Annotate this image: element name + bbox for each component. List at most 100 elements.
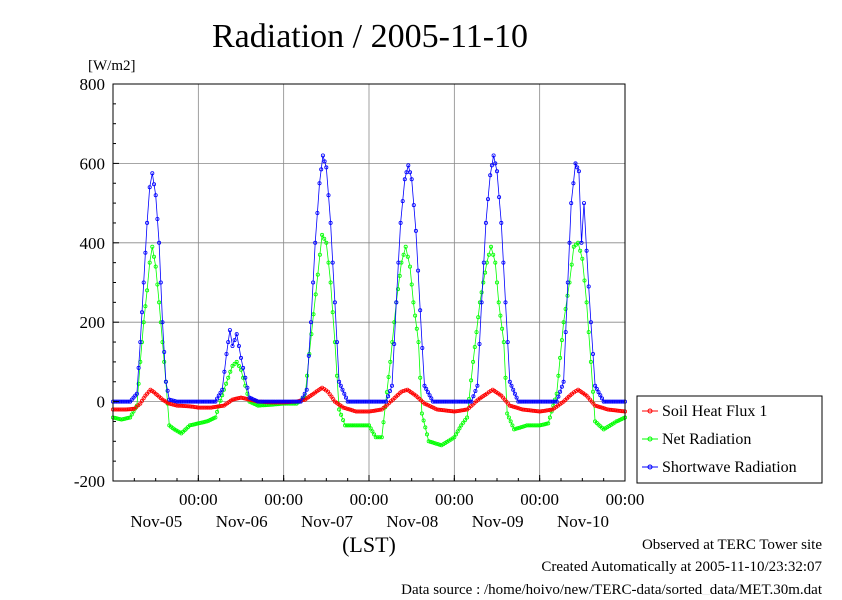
data-point [232,361,237,366]
data-point [317,181,322,186]
data-point [416,340,421,345]
data-point [337,379,342,384]
data-point [594,386,599,391]
data-point [174,399,179,404]
data-point [497,195,502,200]
data-point [486,252,491,257]
data-point [163,379,168,384]
data-point [259,399,264,404]
data-point [245,385,250,390]
data-point [226,340,231,345]
data-point [602,406,607,411]
data-point [419,411,424,416]
data-point [366,423,371,428]
data-point [363,423,368,428]
data-point [257,399,262,404]
legend-label: Net Radiation [662,431,751,448]
data-point [584,300,589,305]
x-tick-date: Nov-07 [301,512,353,531]
data-point [473,388,478,393]
data-point [519,425,524,430]
x-tick-date: Nov-10 [557,512,609,531]
data-point [411,203,416,208]
data-point [315,272,320,277]
data-point [510,423,515,428]
data-point [339,412,344,417]
data-point [322,159,327,164]
data-point [582,201,587,206]
x-tick-time: 00:00 [520,490,559,509]
data-point [214,404,219,409]
data-point [428,439,433,444]
data-point [257,403,262,408]
y-tick-label: 800 [80,75,106,94]
data-point [238,355,243,360]
data-point [136,365,141,370]
data-point [345,406,350,411]
data-point [324,240,329,245]
data-point [215,396,220,401]
data-point [272,399,277,404]
data-point [205,405,210,410]
data-point [420,345,425,350]
data-point [198,405,203,410]
data-point [505,340,510,345]
data-point [354,423,359,428]
data-point [437,442,442,447]
data-point [580,256,585,261]
data-point [505,411,510,416]
data-point [162,359,167,364]
data-point [588,320,593,325]
data-point [394,300,399,305]
data-point [418,308,423,313]
data-point [544,421,549,426]
data-point [554,399,559,404]
data-point [346,423,351,428]
legend-marker [647,436,653,442]
data-point [209,405,214,410]
data-point [143,250,148,255]
data-point [134,391,139,396]
data-point [315,210,320,215]
data-point [199,405,204,410]
data-point [171,402,176,407]
data-point [213,399,218,404]
data-point [469,378,474,383]
data-point [565,280,570,285]
data-point [224,351,229,356]
data-point [598,393,603,398]
data-point [596,390,601,395]
data-point [158,280,163,285]
data-point [328,280,333,285]
data-point [145,288,150,293]
data-point [407,170,412,175]
data-point [576,169,581,174]
data-point [212,404,217,409]
data-point [526,423,531,428]
data-point [459,408,464,413]
x-axis-ticks: 00:00 Nov-05 00:00 Nov-06 00:00 Nov-07 00:00 No… [112,475,644,531]
data-point [453,432,458,437]
data-point [265,399,270,404]
data-point [459,423,464,428]
data-point [483,220,488,225]
data-point [120,407,125,412]
data-point [421,418,426,423]
data-point [370,429,375,434]
data-point [571,244,576,249]
data-point [567,240,572,245]
data-point [343,406,348,411]
data-point [521,424,526,429]
data-point [230,363,235,368]
data-point [155,282,160,287]
data-point [326,193,331,198]
data-point [232,338,237,343]
data-point [424,432,429,437]
data-point [513,405,518,410]
data-point [485,197,490,202]
data-point [430,440,435,445]
data-point [534,423,539,428]
data-point [402,177,407,182]
data-point [507,379,512,384]
